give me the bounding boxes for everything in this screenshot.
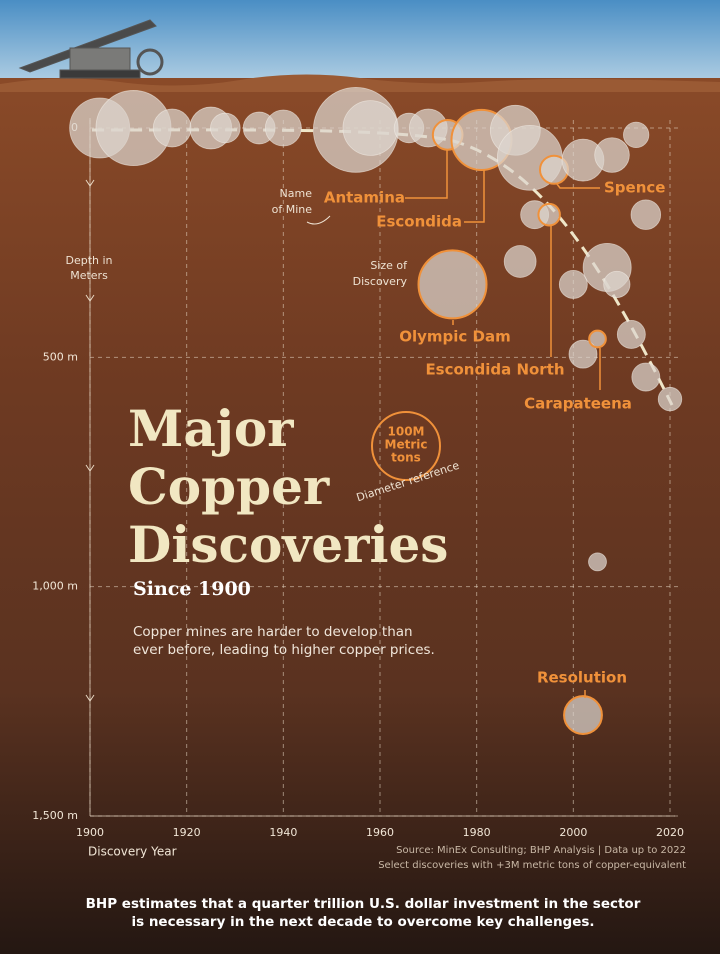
bubble xyxy=(594,137,630,173)
reference-label: 100M xyxy=(388,425,425,439)
description: Copper mines are harder to develop than e… xyxy=(133,624,435,658)
bubble xyxy=(210,112,241,144)
bubble xyxy=(152,108,192,148)
x-tick-label: 1900 xyxy=(76,826,104,839)
reference-circle xyxy=(371,411,441,481)
x-tick-label: 1940 xyxy=(269,826,297,839)
bubble xyxy=(537,202,561,227)
mine-label: Spence xyxy=(604,179,665,197)
leader-line xyxy=(556,183,600,189)
footer-line: is necessary in the next decade to overc… xyxy=(131,914,594,930)
bubble xyxy=(588,329,607,349)
reference-label: Metric xyxy=(385,438,428,452)
bubble xyxy=(417,249,488,320)
ann-arrow xyxy=(306,215,331,225)
reference-label: tons xyxy=(391,451,421,465)
ann-line: Name xyxy=(280,187,313,200)
title-line: Copper xyxy=(128,457,330,516)
y-label-line: Depth in xyxy=(65,254,112,267)
bubble xyxy=(657,386,683,412)
ann-line: Size of xyxy=(370,259,408,272)
bubble xyxy=(631,362,661,392)
y-label-line: Meters xyxy=(70,269,108,282)
ann-line: Discovery xyxy=(353,275,408,288)
mine-label: Carapateena xyxy=(524,395,632,413)
footer: BHP estimates that a quarter trillion U.… xyxy=(86,896,641,930)
mine-label: Escondida xyxy=(376,213,462,231)
bubble xyxy=(630,199,662,230)
ground-surface xyxy=(0,74,720,92)
title: Major Copper Discoveries xyxy=(128,399,448,574)
x-axis-label: Discovery Year xyxy=(88,845,177,859)
source: Source: MinEx Consulting; BHP Analysis |… xyxy=(396,845,686,856)
leader-line xyxy=(405,150,448,199)
bubble xyxy=(563,695,603,736)
size-annotation: Size of Discovery xyxy=(353,259,408,288)
ann-line: of Mine xyxy=(272,203,313,216)
mine-label: Antamina xyxy=(324,189,405,207)
mine-label: Olympic Dam xyxy=(399,328,511,346)
y-tick-label: 1,500 m xyxy=(32,809,78,822)
bubble xyxy=(342,100,399,156)
plot: 19001920194019601980200020200500 m1,000 … xyxy=(32,86,684,839)
bubble xyxy=(623,121,650,149)
bubble xyxy=(558,269,588,299)
y-tick-label: 500 m xyxy=(43,350,78,363)
name-annotation: Name of Mine xyxy=(272,187,313,216)
excavator xyxy=(18,19,164,79)
title-line: Major xyxy=(128,399,294,458)
y-tick-label: 1,000 m xyxy=(32,580,78,593)
bubble xyxy=(568,339,598,369)
desc-line: ever before, leading to higher copper pr… xyxy=(133,642,435,658)
desc-line: Copper mines are harder to develop than xyxy=(133,624,413,640)
x-tick-label: 1960 xyxy=(366,826,394,839)
note: Select discoveries with +3M metric tons … xyxy=(378,860,686,871)
bubble xyxy=(264,109,302,147)
subtitle: Since 1900 xyxy=(133,578,251,600)
bubble xyxy=(616,319,646,349)
title-line: Discoveries xyxy=(128,515,448,574)
leader-line xyxy=(464,170,485,223)
footer-line: BHP estimates that a quarter trillion U.… xyxy=(86,896,641,912)
x-tick-label: 2000 xyxy=(559,826,587,839)
bubble xyxy=(503,245,537,278)
soil xyxy=(0,78,720,954)
bubble xyxy=(588,552,607,572)
x-tick-label: 1920 xyxy=(173,826,201,839)
mine-label: Escondida North xyxy=(425,361,564,379)
x-tick-label: 2020 xyxy=(656,826,684,839)
mine-label: Resolution xyxy=(537,669,627,687)
bubble xyxy=(603,270,631,298)
y-axis-label: Depth in Meters xyxy=(65,254,112,282)
x-tick-label: 1980 xyxy=(463,826,491,839)
